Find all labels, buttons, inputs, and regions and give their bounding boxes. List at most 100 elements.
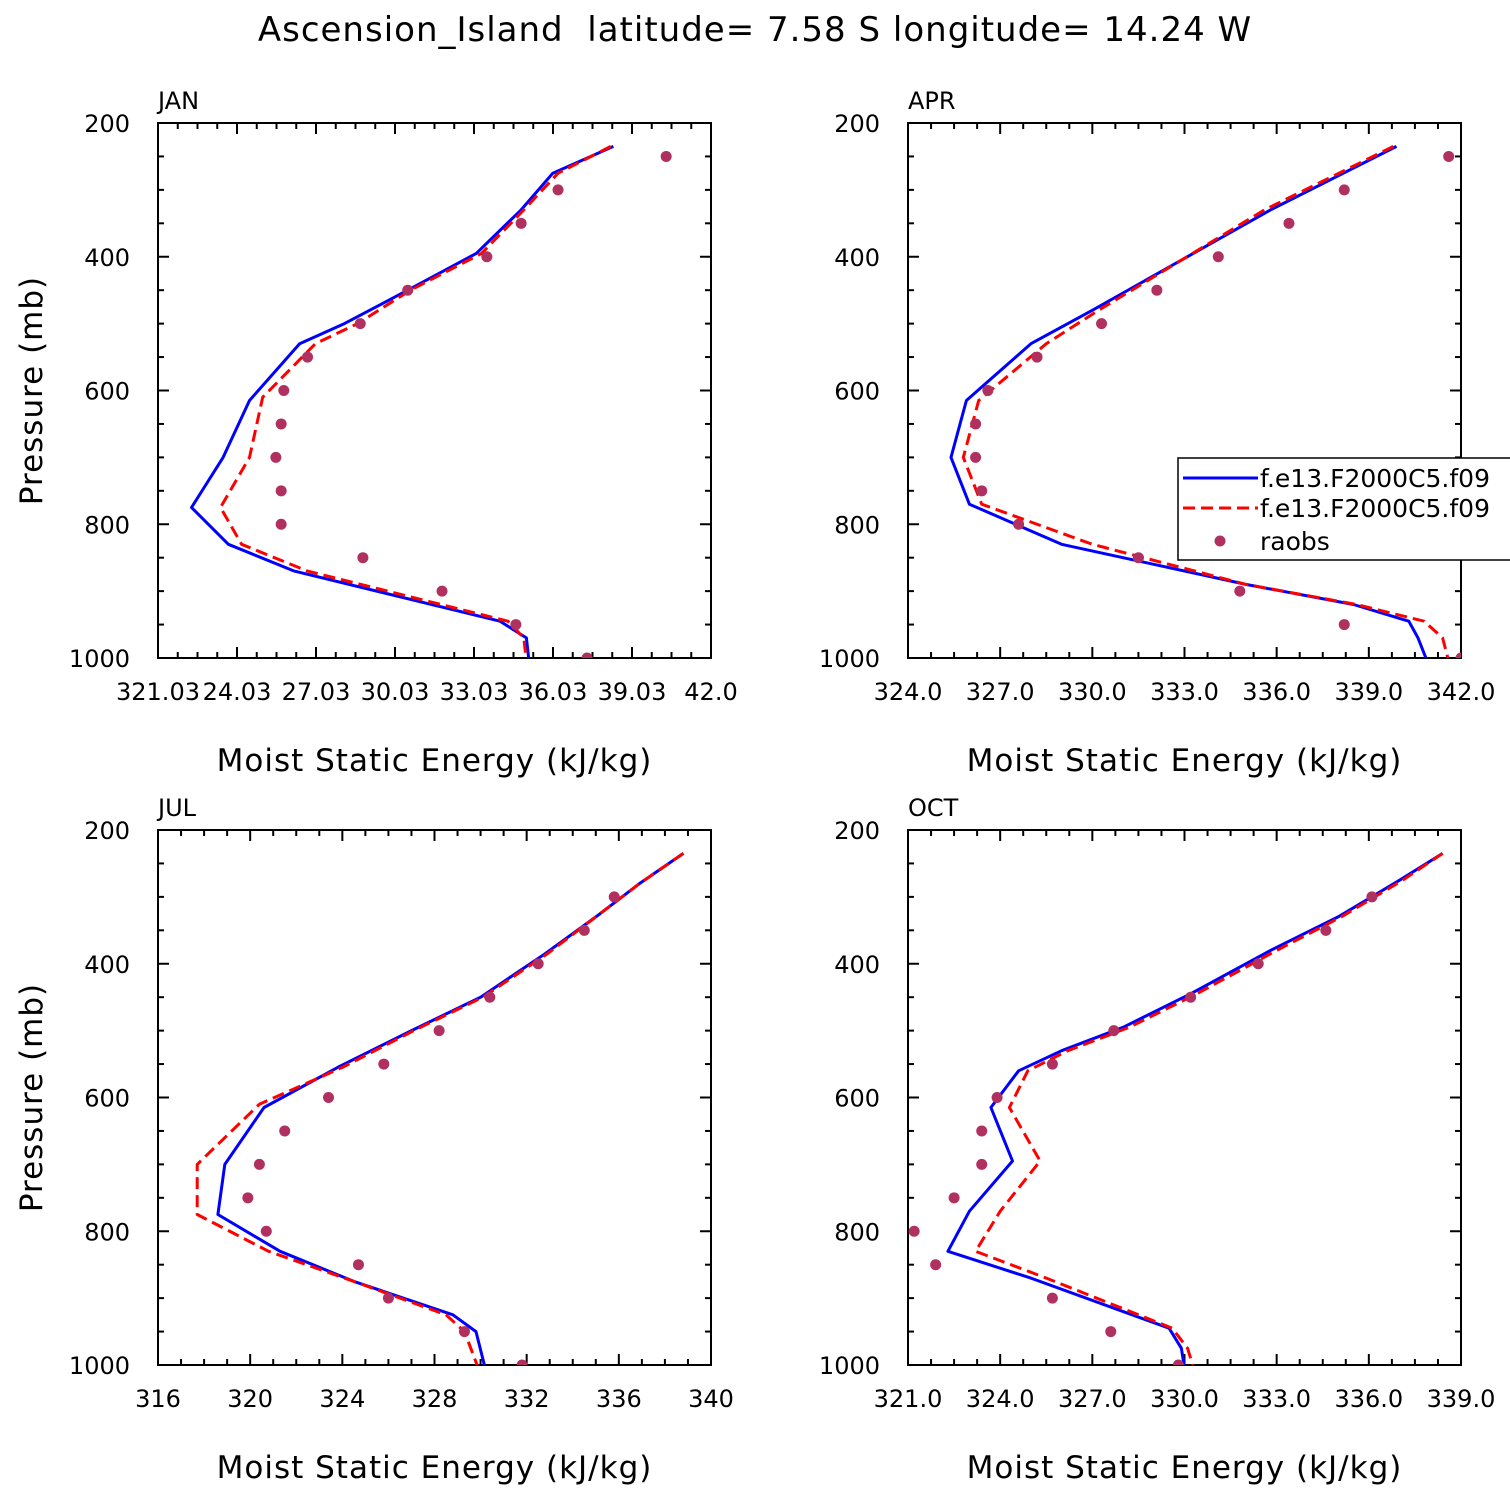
legend-label: raobs xyxy=(1260,527,1330,556)
raobs-point xyxy=(402,284,414,296)
x-tick-label: 327.0 xyxy=(1058,1385,1127,1413)
x-tick-label: 336 xyxy=(596,1385,642,1413)
raobs-point xyxy=(970,451,982,463)
y-tick-label: 200 xyxy=(84,817,130,845)
raobs-point xyxy=(1132,552,1144,564)
raobs-point xyxy=(1031,351,1043,363)
raobs-point xyxy=(515,217,527,229)
panel-apr: APR 324.0 327.0 330.0 333.0 336.0 339.0 342.0 20… xyxy=(819,87,1495,779)
x-tick-label: 321.03 xyxy=(116,678,200,706)
y-tick-label: 600 xyxy=(84,378,130,406)
plot-frame xyxy=(157,829,712,1366)
x-tick-label: 332 xyxy=(504,1385,550,1413)
y-tick-label: 600 xyxy=(834,1085,880,1113)
raobs-point xyxy=(970,418,982,430)
y-tick-label: 800 xyxy=(84,1218,130,1246)
plot-frame xyxy=(907,829,1462,1366)
raobs-point xyxy=(458,1326,470,1338)
raobs-point xyxy=(1234,585,1246,597)
series-line-solid xyxy=(216,852,685,1365)
series-line-solid xyxy=(190,145,615,658)
x-axis-label: Moist Static Energy (kJ/kg) xyxy=(217,1450,653,1486)
raobs-point xyxy=(278,385,290,396)
x-tick-label: 42.0 xyxy=(684,678,737,706)
series-line-dashed xyxy=(961,145,1450,658)
raobs-point xyxy=(270,451,282,463)
raobs-point xyxy=(516,1359,528,1365)
raobs-point xyxy=(1172,1359,1184,1365)
raobs-point xyxy=(275,418,287,430)
legend-box xyxy=(1177,457,1510,561)
raobs-point xyxy=(302,351,314,363)
x-tick-label: 316 xyxy=(135,1385,181,1413)
x-axis-label: Moist Static Energy (kJ/kg) xyxy=(967,743,1403,779)
x-tick-label: 330.0 xyxy=(1150,1385,1219,1413)
y-tick-label: 400 xyxy=(834,244,880,272)
plot-data xyxy=(949,145,1461,658)
x-tick-label: 320 xyxy=(227,1385,273,1413)
series-line-solid xyxy=(946,852,1444,1365)
raobs-point xyxy=(532,958,544,970)
series-line-solid xyxy=(949,145,1428,658)
x-tick-label: 336.0 xyxy=(1242,678,1311,706)
y-tick-label: 800 xyxy=(84,511,130,539)
raobs-point xyxy=(578,924,590,936)
raobs-point xyxy=(908,1225,920,1237)
raobs-point xyxy=(1096,318,1108,330)
panel-label: OCT xyxy=(908,794,959,822)
y-tick-label: 1000 xyxy=(69,645,130,673)
raobs-point xyxy=(436,585,448,597)
y-tick-label: 400 xyxy=(84,951,130,979)
plot-data xyxy=(908,852,1444,1365)
y-tick-label: 600 xyxy=(84,1085,130,1113)
raobs-point xyxy=(1212,251,1224,263)
panel-label: JUL xyxy=(156,794,197,822)
series-line-dashed xyxy=(219,145,612,658)
x-tick-label: 327.0 xyxy=(966,678,1035,706)
x-tick-label: 36.03 xyxy=(519,678,588,706)
x-axis-label: Moist Static Energy (kJ/kg) xyxy=(217,743,653,779)
raobs-point xyxy=(1443,150,1455,162)
raobs-point xyxy=(1455,652,1461,658)
raobs-point xyxy=(279,1125,291,1137)
x-tick-label: 340 xyxy=(688,1385,734,1413)
raobs-point xyxy=(1338,619,1350,631)
raobs-point xyxy=(382,1292,394,1304)
y-tick-label: 1000 xyxy=(819,1352,880,1380)
raobs-point xyxy=(433,1025,445,1037)
x-tick-label: 336.0 xyxy=(1334,1385,1403,1413)
x-tick-label: 39.03 xyxy=(598,678,667,706)
raobs-point xyxy=(608,891,620,903)
raobs-point xyxy=(660,150,672,162)
raobs-point xyxy=(378,1058,390,1070)
x-tick-label: 30.03 xyxy=(361,678,430,706)
series-line-dashed xyxy=(195,852,685,1365)
x-tick-label: 27.03 xyxy=(282,678,351,706)
raobs-point xyxy=(1046,1292,1058,1304)
raobs-point xyxy=(260,1225,272,1237)
raobs-point xyxy=(352,1259,364,1271)
x-axis-label: Moist Static Energy (kJ/kg) xyxy=(967,1450,1403,1486)
raobs-point xyxy=(253,1158,265,1170)
raobs-point xyxy=(481,251,493,263)
y-tick-label: 200 xyxy=(834,817,880,845)
series-line-dashed xyxy=(974,852,1444,1365)
x-tick-label: 328 xyxy=(412,1385,458,1413)
raobs-point xyxy=(1013,518,1025,530)
plot-frame xyxy=(157,122,712,659)
x-tick-label: 333.0 xyxy=(1242,1385,1311,1413)
raobs-point xyxy=(1320,924,1332,936)
panel-label: APR xyxy=(908,87,956,115)
figure-title: Ascension_Island latitude= 7.58 S longit… xyxy=(257,10,1253,50)
y-tick-label: 1000 xyxy=(819,645,880,673)
plot-data xyxy=(190,145,672,658)
legend-swatch-marker xyxy=(1214,535,1226,547)
raobs-point xyxy=(1046,1058,1058,1070)
x-tick-label: 321.0 xyxy=(874,1385,943,1413)
legend-label: f.e13.F2000C5.f09 xyxy=(1260,494,1490,523)
raobs-point xyxy=(357,552,369,564)
y-axis-label: Pressure (mb) xyxy=(14,983,50,1212)
raobs-point xyxy=(1108,1025,1120,1037)
y-tick-label: 1000 xyxy=(69,1352,130,1380)
